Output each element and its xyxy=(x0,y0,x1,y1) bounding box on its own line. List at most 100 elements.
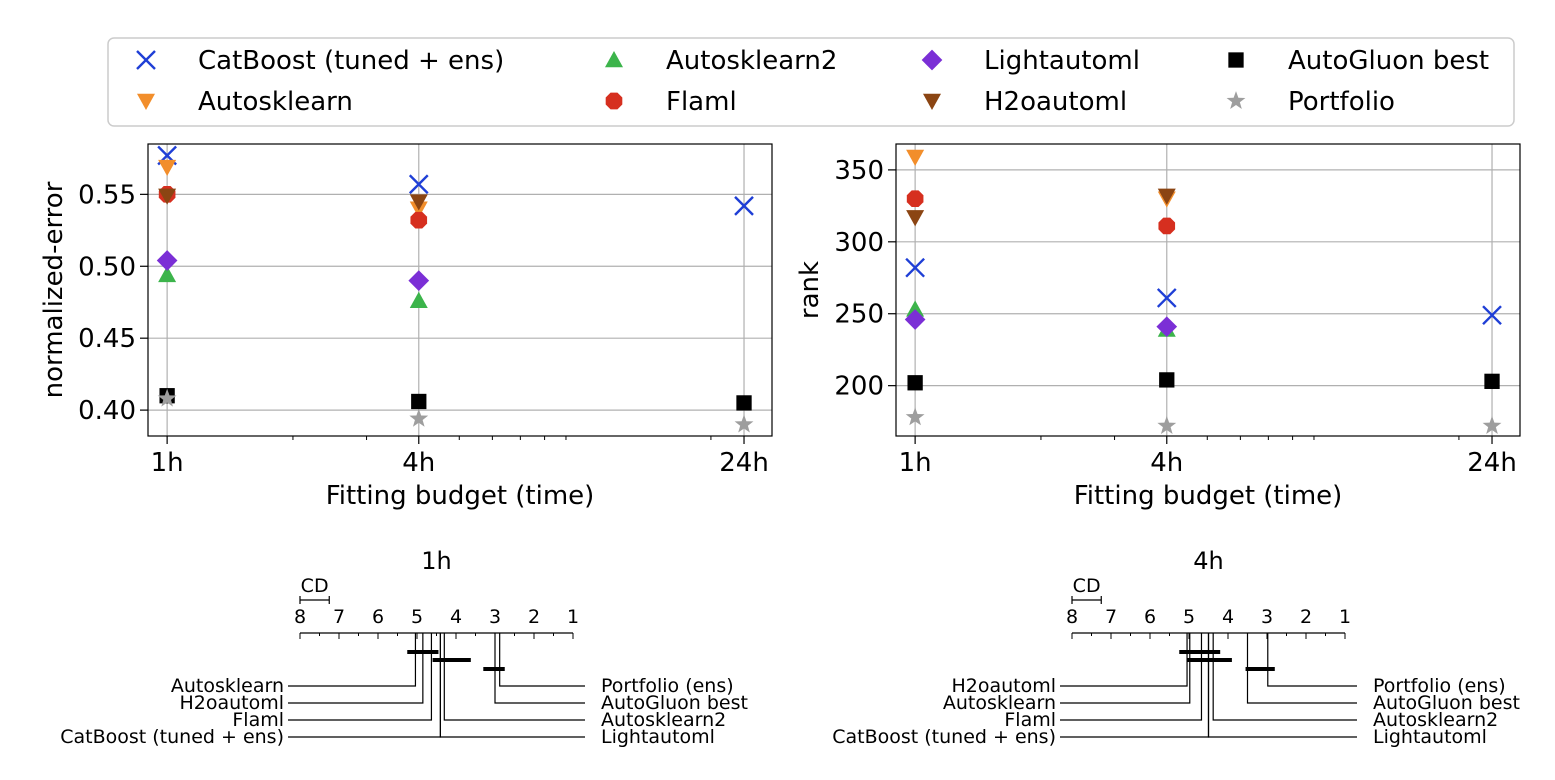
data-point-catboost-tuned-ens xyxy=(408,174,429,195)
critical-difference-4h: 4h CD 8 7 6 5 4 3 2 1 H2oautomlAutosklearnFlamlCat… xyxy=(832,547,1520,748)
cd-method-label: H2oautoml xyxy=(951,675,1056,697)
y-axis-label: rank xyxy=(795,261,825,319)
legend-marker-catboost-tuned-ens xyxy=(136,50,156,70)
data-point-autogluon-best xyxy=(907,375,923,391)
data-point-flaml-shape xyxy=(1158,217,1176,235)
data-point-autosklearn2 xyxy=(906,300,925,317)
legend-item-lightautoml: Lightautoml xyxy=(921,46,1140,76)
data-point-catboost-tuned-ens-stroke xyxy=(408,174,429,195)
cd-tick-label: 6 xyxy=(1144,606,1156,628)
data-point-h2oautoml-shape xyxy=(158,188,177,205)
data-point-h2oautoml-shape xyxy=(1157,188,1176,205)
plot-frame xyxy=(895,143,1521,437)
legend-marker-autogluon-best-shape xyxy=(1228,52,1244,68)
y-tick-label: 300 xyxy=(834,228,884,258)
cd-tick-label: 8 xyxy=(1066,606,1078,628)
cd-tick-label: 3 xyxy=(1261,606,1273,628)
cd-method-label: Flaml xyxy=(1004,709,1056,731)
cd-method-line xyxy=(1212,633,1357,721)
legend-label: CatBoost (tuned + ens) xyxy=(198,46,504,76)
data-point-lightautoml xyxy=(156,250,178,271)
data-point-lightautoml-shape xyxy=(408,270,430,292)
data-point-lightautoml xyxy=(408,270,430,292)
y-tick-label: 0.55 xyxy=(78,180,136,210)
data-point-autogluon-best-shape xyxy=(1484,373,1500,389)
data-point-autogluon-best-shape xyxy=(1159,372,1175,388)
data-point-portfolio-shape xyxy=(734,414,754,433)
data-point-portfolio xyxy=(409,408,429,427)
data-point-h2oautoml-shape xyxy=(409,194,428,211)
legend-label: Autosklearn2 xyxy=(666,46,837,76)
critical-difference-1h: 1h CD 8 7 6 5 4 3 2 1 AutosklearnH2oautomlFlamlCat… xyxy=(60,547,748,748)
x-tick-label: 1h xyxy=(151,448,184,478)
x-tick-label: 1h xyxy=(899,448,932,478)
data-point-h2oautoml xyxy=(409,194,428,211)
data-point-autogluon-best xyxy=(1159,372,1175,388)
cd-method-line xyxy=(494,633,585,704)
data-point-autosklearn-shape xyxy=(906,149,925,166)
data-point-flaml xyxy=(410,211,428,229)
data-point-autogluon-best xyxy=(736,395,752,411)
data-point-autosklearn xyxy=(906,149,925,166)
data-point-lightautoml xyxy=(1156,316,1178,338)
y-tick-label: 0.50 xyxy=(78,252,136,282)
legend-marker-autosklearn2 xyxy=(605,51,623,68)
legend-marker-portfolio-shape xyxy=(1226,91,1246,110)
cd-method-line xyxy=(288,633,441,738)
data-point-autosklearn-shape xyxy=(158,159,177,177)
legend-marker-portfolio xyxy=(1226,91,1246,110)
cd-method-line xyxy=(1267,633,1357,687)
cd-method-label: H2oautoml xyxy=(179,692,284,714)
data-point-h2oautoml xyxy=(906,210,925,227)
cd-method-label: AutoGluon best xyxy=(601,692,748,714)
x-axis-label: Fitting budget (time) xyxy=(1074,481,1343,511)
legend-item-flaml: Flaml xyxy=(605,87,737,117)
cd-tick-label: 4 xyxy=(1222,606,1234,628)
cd-tick-label: 2 xyxy=(528,606,540,628)
cd-method-label: Lightautoml xyxy=(1373,726,1487,748)
data-point-h2oautoml xyxy=(158,188,177,205)
cd-method-line xyxy=(288,633,417,687)
cd-method-label: Autosklearn2 xyxy=(1373,709,1498,731)
cd-method-label: Lightautoml xyxy=(601,726,715,748)
cd-tick-label: 6 xyxy=(372,606,384,628)
cd-method-line xyxy=(1060,633,1203,721)
cd-tick-label: 5 xyxy=(411,606,423,628)
data-point-autosklearn xyxy=(158,159,177,177)
legend-marker-lightautoml-shape xyxy=(921,49,943,71)
legend-marker-catboost-tuned-ens-stroke xyxy=(136,50,156,70)
data-point-catboost-tuned-ens xyxy=(1482,305,1502,326)
cd-method-label: Portfolio (ens) xyxy=(1373,675,1506,697)
cd-method-line xyxy=(499,633,585,687)
cd-method-line xyxy=(1060,633,1188,687)
data-point-lightautoml-shape xyxy=(904,309,926,330)
legend-label: Portfolio xyxy=(1288,87,1395,117)
cd-tick-label: 1 xyxy=(567,606,579,628)
data-point-catboost-tuned-ens xyxy=(905,257,925,278)
legend-label: Flaml xyxy=(666,87,737,117)
data-point-portfolio-shape xyxy=(409,408,429,427)
rank-plot: 1h 4h 24h 200 250 300 350 Fitting budget (time)… xyxy=(795,143,1521,511)
plot-frame xyxy=(147,143,773,437)
cd-method-line xyxy=(1060,633,1191,704)
cd-label: CD xyxy=(1073,575,1101,597)
cd-tick-label: 7 xyxy=(1105,606,1117,628)
cd-method-label: CatBoost (tuned + ens) xyxy=(60,726,284,748)
cd-method-label: Flaml xyxy=(232,709,284,731)
cd-method-label: Autosklearn2 xyxy=(601,709,726,731)
data-point-portfolio xyxy=(905,407,925,426)
legend-marker-h2oautoml xyxy=(923,93,941,110)
y-axis-label: normalized-error xyxy=(39,181,69,398)
data-point-autosklearn2-shape xyxy=(906,300,925,317)
cd-tick-label: 1 xyxy=(1339,606,1351,628)
y-tick-label: 250 xyxy=(834,300,884,330)
data-point-catboost-tuned-ens-stroke xyxy=(1482,305,1502,326)
cd-title: 4h xyxy=(1193,547,1223,575)
legend-label: Autosklearn xyxy=(198,87,353,117)
data-point-portfolio-shape xyxy=(157,388,177,407)
legend-item-portfolio: Portfolio xyxy=(1226,87,1395,117)
y-tick-label: 0.45 xyxy=(78,324,136,354)
cd-method-label: CatBoost (tuned + ens) xyxy=(832,726,1056,748)
cd-method-line xyxy=(1207,633,1357,738)
